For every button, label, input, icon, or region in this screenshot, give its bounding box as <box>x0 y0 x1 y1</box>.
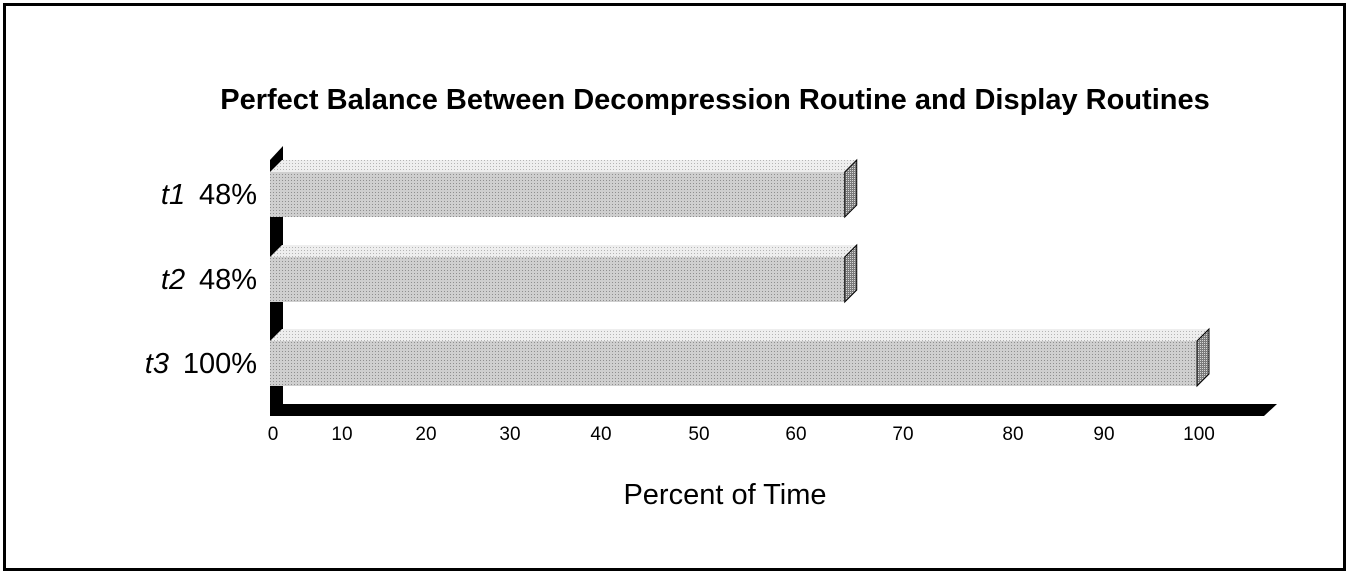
bar-side-face <box>1196 327 1210 388</box>
x-tick-label: 80 <box>1002 424 1023 445</box>
x-tick-labels: 0 10 20 30 40 50 60 70 80 90 100 <box>268 424 1215 445</box>
bar-side-face <box>844 243 858 304</box>
category-labels: t1 48% t2 48% t3 100% <box>145 179 257 380</box>
x-tick-label: 30 <box>499 424 520 445</box>
bar-front-face <box>270 172 845 217</box>
bar-t2 <box>270 243 858 304</box>
x-tick-label: 70 <box>892 424 913 445</box>
bar-t1 <box>270 158 858 219</box>
x-tick-label: 90 <box>1093 424 1114 445</box>
x-tick-label: 60 <box>785 424 806 445</box>
x-tick-label: 100 <box>1183 424 1215 445</box>
bars-group <box>270 158 1210 388</box>
x-tick-label: 0 <box>268 424 279 445</box>
bar-front-face <box>270 341 1197 386</box>
x-tick-label: 40 <box>590 424 611 445</box>
bar-front-face <box>270 257 845 302</box>
x-tick-label: 50 <box>688 424 709 445</box>
bar-t3 <box>270 327 1210 388</box>
bar-top-face <box>270 160 857 172</box>
x-axis-title: Percent of Time <box>623 479 826 511</box>
category-label-t3: t3 100% <box>145 348 257 380</box>
bar-side-face <box>844 158 858 219</box>
bar-top-face <box>270 245 857 257</box>
bar-top-face <box>270 329 1209 341</box>
x-tick-label: 10 <box>331 424 352 445</box>
x-tick-label: 20 <box>415 424 436 445</box>
category-label-t1: t1 48% <box>161 179 257 211</box>
category-label-t2: t2 48% <box>161 264 257 296</box>
floor-edge <box>270 404 1277 416</box>
chart-title: Perfect Balance Between Decompression Ro… <box>220 84 1209 116</box>
